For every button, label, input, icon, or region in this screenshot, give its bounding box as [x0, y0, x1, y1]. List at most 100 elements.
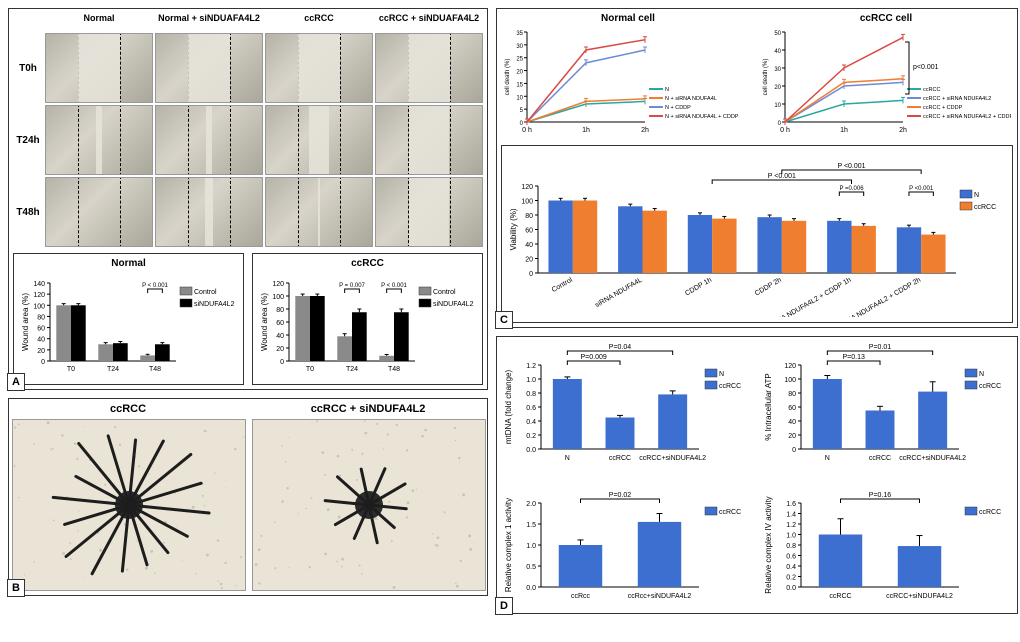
svg-text:30: 30 [516, 44, 523, 50]
panel-a-chart-ccrcc: ccRCC 020406080100120Wound area (%)T0T24… [252, 253, 483, 385]
svg-text:60: 60 [276, 320, 284, 327]
svg-text:0: 0 [41, 359, 45, 366]
svg-text:0.4: 0.4 [526, 419, 536, 426]
svg-text:N: N [665, 87, 669, 93]
panel-a-letter: A [7, 373, 25, 391]
svg-text:20: 20 [788, 433, 796, 440]
svg-text:ccRCC+siNDUFA4L2: ccRCC+siNDUFA4L2 [886, 593, 953, 600]
panel-c-viability-box: 020406080100120Viability (%)ControlsiRNA… [501, 145, 1013, 323]
svg-text:ccRCC: ccRCC [923, 87, 940, 93]
figure-root: A NormalNormal + siNDUAFA4L2ccRCCccRCC +… [8, 8, 1012, 614]
svg-text:Wound area (%): Wound area (%) [260, 293, 269, 351]
right-column: C Normal cell 05101520253035cell death (… [496, 8, 1018, 614]
svg-text:P <0.001: P <0.001 [768, 173, 796, 180]
svg-text:0: 0 [529, 271, 533, 278]
svg-text:Relative complex 1 activity: Relative complex 1 activity [504, 498, 513, 592]
svg-text:ccRcc+siNDUFA4L2: ccRcc+siNDUFA4L2 [628, 593, 692, 600]
svg-text:P < 0.001: P < 0.001 [381, 283, 407, 289]
svg-text:0: 0 [280, 359, 284, 366]
panel-c-viability-svg: 020406080100120Viability (%)ControlsiRNA… [506, 152, 1006, 317]
svg-text:2.0: 2.0 [526, 501, 536, 508]
svg-text:T0: T0 [306, 366, 314, 373]
svg-text:0 h: 0 h [780, 127, 790, 134]
svg-text:1h: 1h [582, 127, 590, 134]
svg-text:20: 20 [525, 257, 533, 264]
svg-text:1.0: 1.0 [786, 533, 796, 540]
micrograph [45, 177, 153, 247]
panel-a-row-header: T48h [13, 177, 43, 247]
micrograph [155, 105, 263, 175]
svg-text:15: 15 [516, 82, 523, 88]
panel-b-col-1: ccRCC [12, 403, 244, 591]
panel-a-chart-ccrcc-title: ccRCC [257, 258, 478, 269]
panel-b: B ccRCC ccRCC + siNDUFA4L2 [8, 398, 488, 596]
svg-text:Wound area (%): Wound area (%) [21, 293, 30, 351]
svg-text:40: 40 [276, 333, 284, 340]
svg-text:P <0.001: P <0.001 [909, 186, 934, 192]
svg-text:Control: Control [551, 276, 574, 294]
micrograph [265, 177, 373, 247]
svg-text:120: 120 [272, 281, 284, 288]
micrograph [265, 105, 373, 175]
svg-text:1.2: 1.2 [786, 522, 796, 529]
svg-text:N: N [979, 371, 984, 378]
panel-b-letter: B [7, 579, 25, 597]
svg-text:ccRCC + siRNA NDUFA4L2 + CDDP: ccRCC + siRNA NDUFA4L2 + CDDP [923, 114, 1011, 120]
svg-text:0.0: 0.0 [526, 585, 536, 592]
panel-a-micrograph-grid: NormalNormal + siNDUAFA4L2ccRCCccRCC + s… [13, 13, 483, 247]
panel-c: C Normal cell 05101520253035cell death (… [496, 8, 1018, 328]
svg-text:ccRCC: ccRCC [869, 455, 891, 462]
svg-text:1.5: 1.5 [526, 522, 536, 529]
svg-text:P=0.01: P=0.01 [869, 344, 891, 351]
svg-text:cell death (%): cell death (%) [763, 59, 769, 96]
panel-c-letter: C [495, 311, 513, 329]
svg-text:ccRcc: ccRcc [571, 593, 591, 600]
svg-text:80: 80 [788, 391, 796, 398]
panel-a-chart-normal-title: Normal [18, 258, 239, 269]
svg-text:siNDUFA4L2: siNDUFA4L2 [433, 301, 474, 308]
svg-text:CDDP 2h: CDDP 2h [754, 277, 783, 298]
svg-text:0.8: 0.8 [526, 391, 536, 398]
svg-text:0: 0 [792, 447, 796, 454]
svg-text:0.5: 0.5 [526, 564, 536, 571]
panel-b-row: ccRCC ccRCC + siNDUFA4L2 [13, 403, 483, 591]
svg-text:P=0.009: P=0.009 [581, 354, 607, 361]
svg-text:120: 120 [33, 292, 45, 299]
svg-text:0.2: 0.2 [526, 433, 536, 440]
svg-text:ccRCC: ccRCC [829, 593, 851, 600]
svg-text:10: 10 [516, 95, 523, 101]
panel-c-line-normal: Normal cell 05101520253035cell death (%)… [501, 13, 755, 139]
panel-b-image-2 [252, 419, 486, 591]
panel-a-chart-normal: Normal 020406080100120140Wound area (%)T… [13, 253, 244, 385]
svg-text:Relative complex IV activity: Relative complex IV activity [764, 496, 773, 593]
micrograph [375, 105, 483, 175]
svg-text:25: 25 [516, 57, 523, 63]
micrograph [375, 33, 483, 103]
panel-a-chart-normal-svg: 020406080100120140Wound area (%)T0T24T48… [18, 269, 236, 379]
svg-text:Control: Control [194, 289, 217, 296]
svg-text:N: N [974, 192, 979, 199]
svg-text:60: 60 [37, 326, 45, 333]
panel-d-chart-0: 0.00.20.40.60.81.01.2mtDNA (fold change)… [501, 341, 749, 471]
svg-text:cell death (%): cell death (%) [505, 59, 511, 96]
svg-text:N: N [565, 455, 570, 462]
panel-a-col-header: Normal [45, 13, 153, 31]
micrograph [155, 33, 263, 103]
svg-text:siNDUFA4L2: siNDUFA4L2 [194, 301, 235, 308]
panel-b-image-1 [12, 419, 246, 591]
micrograph [375, 177, 483, 247]
svg-text:40: 40 [525, 242, 533, 249]
svg-text:P=0.04: P=0.04 [609, 344, 631, 351]
svg-text:40: 40 [774, 49, 781, 55]
svg-text:1.2: 1.2 [526, 363, 536, 370]
svg-text:siRNA NDUFA4L: siRNA NDUFA4L [594, 277, 643, 310]
svg-text:60: 60 [525, 228, 533, 235]
svg-text:ccRCC: ccRCC [719, 383, 741, 390]
svg-text:20: 20 [276, 346, 284, 353]
svg-text:T0: T0 [67, 366, 75, 373]
svg-text:ccRCC + siRNA NDUFA4L2: ccRCC + siRNA NDUFA4L2 [923, 96, 991, 102]
svg-text:30: 30 [774, 67, 781, 73]
micrograph [45, 105, 153, 175]
svg-text:20: 20 [774, 85, 781, 91]
svg-text:ccRCC: ccRCC [609, 455, 631, 462]
